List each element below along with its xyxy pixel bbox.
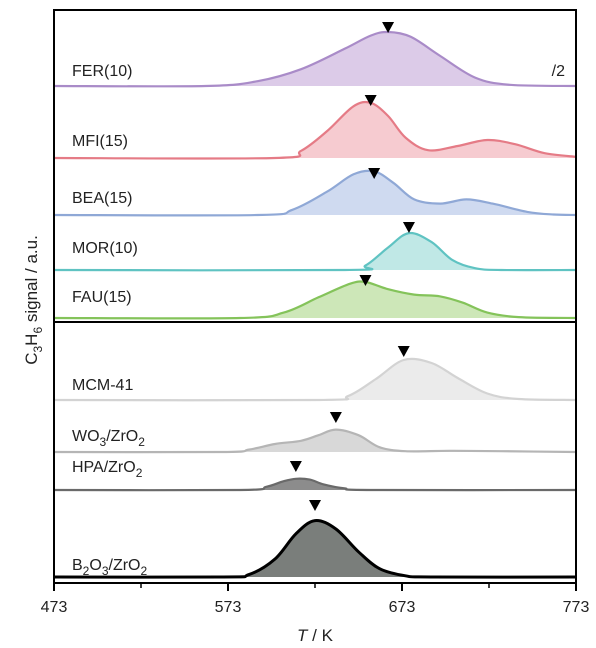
x-axis-title-unit: / K (307, 626, 333, 645)
series-0: FER(10) (53, 22, 577, 88)
series-label-1-part: MFI(15) (72, 133, 128, 150)
series-5: MCM-41 (53, 346, 577, 402)
series-1: MFI(15) (53, 95, 577, 160)
series-label-3-part: MOR(10) (72, 240, 138, 257)
y-axis-title-part: C (22, 353, 41, 365)
peak-marker-4 (359, 275, 372, 286)
series-area-5 (54, 358, 576, 401)
series-label-5-part: MCM-41 (72, 377, 133, 394)
series-label-8-part: /ZrO (109, 557, 141, 574)
peak-marker-2 (368, 168, 381, 179)
series-3: MOR(10) (53, 222, 577, 272)
series-line-2 (53, 169, 577, 217)
peak-marker-3 (402, 222, 415, 233)
series-area-0 (54, 31, 576, 87)
series-area-3 (54, 233, 576, 271)
x-tick-label-1: 573 (215, 599, 242, 616)
y-axis-title: C3H6 signal / a.u. (22, 235, 45, 365)
series-label-6: WO3/ZrO2 (72, 428, 145, 449)
peak-marker-7 (289, 461, 302, 472)
series-line-3 (53, 231, 577, 272)
y-axis-title-group: C3H6 signal / a.u. (22, 235, 45, 365)
peak-marker-0 (382, 22, 395, 33)
series-label-6-part: 2 (138, 435, 145, 449)
series-label-6-part: 3 (100, 435, 107, 449)
series-line-4 (53, 280, 577, 320)
series-label-4: FAU(15) (72, 289, 132, 306)
x-tick-label-3: 773 (563, 599, 590, 616)
series-label-8-part: 3 (102, 564, 109, 578)
series-area-2 (54, 170, 576, 216)
series-label-7-part: 2 (136, 466, 143, 480)
series-line-8 (53, 519, 577, 579)
series-line-0 (53, 30, 577, 88)
series-label-8-part: 2 (141, 564, 148, 578)
series-4: FAU(15) (53, 275, 577, 320)
x-tick-label-2: 673 (389, 599, 416, 616)
series-label-1: MFI(15) (72, 133, 128, 150)
series-6: WO3/ZrO2 (53, 412, 577, 454)
x-tick-label-0: 473 (41, 599, 68, 616)
series-label-8-part: O (89, 557, 101, 574)
series-label-5: MCM-41 (72, 377, 133, 394)
series-line-1 (53, 100, 577, 160)
scale-note: /2 (552, 63, 565, 80)
series-label-6-part: /ZrO (106, 428, 138, 445)
series-line-6 (53, 428, 577, 454)
y-axis-title-part: 6 (31, 327, 45, 334)
series-layer: FER(10) MFI(15) BEA(15) MOR(10) FAU(15) MCM-4… (53, 22, 577, 579)
series-7: HPA/ZrO2 (53, 459, 577, 492)
x-axis-title: T / K (297, 626, 334, 645)
y-axis-title-part: 3 (31, 346, 45, 353)
series-8: B2O3/ZrO2 (53, 500, 577, 579)
peak-marker-1 (364, 95, 377, 106)
y-axis-title-part: H (22, 334, 41, 346)
series-area-6 (54, 429, 576, 453)
series-label-8-part: 2 (83, 564, 90, 578)
series-label-7: HPA/ZrO2 (72, 459, 143, 480)
series-label-0: FER(10) (72, 63, 132, 80)
series-label-7-part: HPA/ZrO (72, 459, 136, 476)
series-2: BEA(15) (53, 168, 577, 217)
series-label-8-part: B (72, 557, 83, 574)
series-line-5 (53, 357, 577, 402)
plot-frame (53, 9, 577, 584)
series-label-3: MOR(10) (72, 240, 138, 257)
series-area-1 (54, 101, 576, 159)
y-axis-title-part: signal / a.u. (22, 235, 41, 327)
series-label-4-part: FAU(15) (72, 289, 132, 306)
series-area-8 (54, 520, 576, 578)
series-label-8: B2O3/ZrO2 (72, 557, 148, 578)
series-label-2: BEA(15) (72, 190, 132, 207)
series-label-0-part: FER(10) (72, 63, 132, 80)
series-label-2-part: BEA(15) (72, 190, 132, 207)
series-line-7 (53, 477, 577, 492)
peak-marker-5 (397, 346, 410, 357)
series-area-7 (54, 478, 576, 491)
frame-layer (53, 9, 577, 584)
peak-marker-8 (309, 500, 321, 511)
x-axis-title-symbol: T (297, 626, 309, 645)
series-label-6-part: WO (72, 428, 100, 445)
peak-marker-6 (329, 412, 342, 423)
